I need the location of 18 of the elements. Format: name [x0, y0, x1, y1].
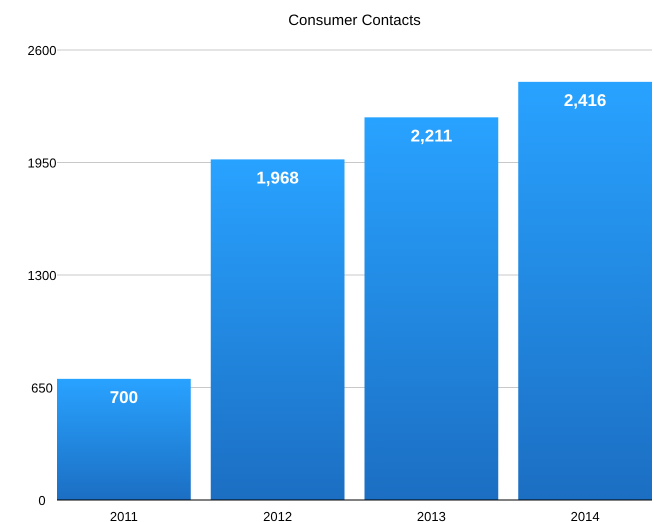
x-tick-label: 2013: [416, 509, 446, 522]
data-label: 2,416: [564, 90, 606, 110]
x-tick-label: 2011: [110, 509, 138, 522]
y-tick-label: 1300: [28, 268, 56, 283]
y-tick-label: 0: [38, 493, 46, 508]
data-label: 2,211: [410, 126, 452, 146]
bar: [364, 117, 498, 500]
x-tick-label: 2014: [570, 509, 600, 522]
bar: [57, 378, 191, 500]
y-tick-label: 1950: [28, 156, 56, 170]
data-label: 1,968: [256, 168, 299, 188]
bar: [210, 159, 345, 500]
y-tick-label: 650: [31, 380, 53, 396]
x-tick-label: 2012: [263, 509, 292, 522]
y-tick-label: 2600: [28, 43, 56, 58]
chart-title: Consumer Contacts: [288, 12, 421, 29]
data-label: 700: [110, 388, 138, 407]
bar: [518, 82, 652, 500]
